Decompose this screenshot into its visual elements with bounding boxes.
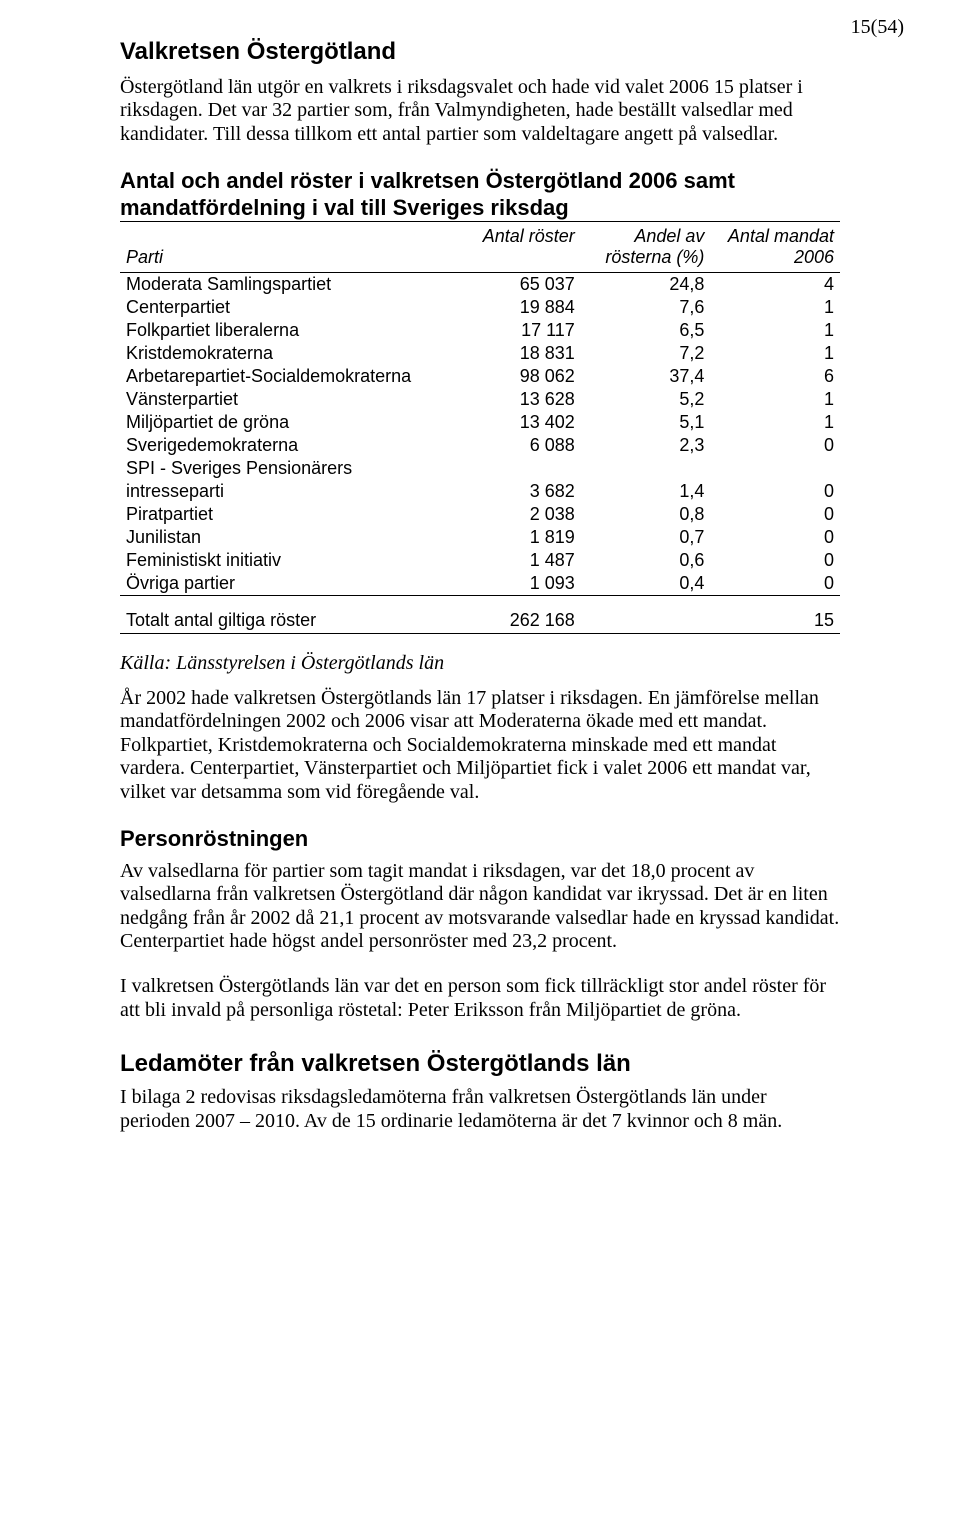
votes-cell: 3 682	[451, 480, 581, 503]
col-seats: Antal mandat 2006	[710, 222, 840, 273]
table-source: Källa: Länsstyrelsen i Östergötlands län	[120, 652, 840, 675]
col-votes: Antal röster	[451, 222, 581, 273]
votes-cell: 18 831	[451, 342, 581, 365]
table-row: Piratpartiet2 0380,80	[120, 503, 840, 526]
col-share: Andel av rösterna (%)	[581, 222, 711, 273]
table-row: Arbetarepartiet-Socialdemokraterna98 062…	[120, 365, 840, 388]
share-cell: 0,7	[581, 526, 711, 549]
table-row: Kristdemokraterna18 8317,21	[120, 342, 840, 365]
share-cell: 7,2	[581, 342, 711, 365]
share-cell: 1,4	[581, 480, 711, 503]
seats-cell: 6	[710, 365, 840, 388]
table-title: Antal och andel röster i valkretsen Öste…	[120, 168, 840, 222]
votes-cell: 1 487	[451, 549, 581, 572]
share-cell: 7,6	[581, 296, 711, 319]
table-row: Feministiskt initiativ1 4870,60	[120, 549, 840, 572]
page-title: Valkretsen Östergötland	[120, 38, 840, 66]
share-cell: 24,8	[581, 272, 711, 296]
personrost-para2: I valkretsen Östergötlands län var det e…	[120, 975, 840, 1022]
party-cell: Sverigedemokraterna	[120, 434, 451, 457]
share-cell: 5,2	[581, 388, 711, 411]
table-row: Vänsterpartiet13 6285,21	[120, 388, 840, 411]
share-cell: 2,3	[581, 434, 711, 457]
table-row: intresseparti3 6821,40	[120, 480, 840, 503]
votes-cell: 13 402	[451, 411, 581, 434]
share-cell: 6,5	[581, 319, 711, 342]
table-body: Moderata Samlingspartiet65 03724,84Cente…	[120, 272, 840, 595]
party-cell: Övriga partier	[120, 572, 451, 596]
party-cell: Kristdemokraterna	[120, 342, 451, 365]
subhead-ledamoter: Ledamöter från valkretsen Östergötlands …	[120, 1050, 840, 1078]
party-cell: Miljöpartiet de gröna	[120, 411, 451, 434]
share-cell: 0,4	[581, 572, 711, 596]
page-number: 15(54)	[851, 16, 904, 39]
votes-cell: 98 062	[451, 365, 581, 388]
share-cell: 0,8	[581, 503, 711, 526]
table-row: Sverigedemokraterna6 0882,30	[120, 434, 840, 457]
votes-cell: 13 628	[451, 388, 581, 411]
votes-cell: 6 088	[451, 434, 581, 457]
table-total-row: Totalt antal giltiga röster 262 168 15	[120, 595, 840, 633]
party-cell: Junilistan	[120, 526, 451, 549]
intro-paragraph: Östergötland län utgör en valkrets i rik…	[120, 76, 840, 146]
seats-cell: 0	[710, 549, 840, 572]
total-label: Totalt antal giltiga röster	[120, 595, 451, 633]
ledamoter-para: I bilaga 2 redovisas riksdagsledamöterna…	[120, 1086, 840, 1133]
subhead-personrostningen: Personröstningen	[120, 826, 840, 852]
share-cell: 5,1	[581, 411, 711, 434]
party-cell: Piratpartiet	[120, 503, 451, 526]
party-cell: Moderata Samlingspartiet	[120, 272, 451, 296]
table-row: Centerpartiet19 8847,61	[120, 296, 840, 319]
page: 15(54) Valkretsen Östergötland Östergötl…	[0, 0, 960, 1513]
seats-cell: 4	[710, 272, 840, 296]
col-party: Parti	[120, 222, 451, 273]
table-row: Junilistan1 8190,70	[120, 526, 840, 549]
table-row: Övriga partier1 0930,40	[120, 572, 840, 596]
party-cell: SPI - Sveriges Pensionärers	[120, 457, 451, 480]
table-row: Folkpartiet liberalerna17 1176,51	[120, 319, 840, 342]
seats-cell: 0	[710, 503, 840, 526]
votes-cell: 65 037	[451, 272, 581, 296]
votes-cell: 17 117	[451, 319, 581, 342]
personrost-para1: Av valsedlarna för partier som tagit man…	[120, 860, 840, 954]
party-cell: intresseparti	[120, 480, 451, 503]
seats-cell: 1	[710, 296, 840, 319]
votes-cell: 19 884	[451, 296, 581, 319]
seats-cell: 0	[710, 572, 840, 596]
party-cell: Feministiskt initiativ	[120, 549, 451, 572]
share-cell: 37,4	[581, 365, 711, 388]
total-share	[581, 595, 711, 633]
votes-cell: 1 819	[451, 526, 581, 549]
table-row: SPI - Sveriges Pensionärers	[120, 457, 840, 480]
seats-cell: 1	[710, 319, 840, 342]
total-votes: 262 168	[451, 595, 581, 633]
seats-cell: 0	[710, 480, 840, 503]
total-seats: 15	[710, 595, 840, 633]
votes-cell	[451, 457, 581, 480]
share-cell: 0,6	[581, 549, 711, 572]
seats-cell: 0	[710, 526, 840, 549]
party-cell: Folkpartiet liberalerna	[120, 319, 451, 342]
votes-cell: 2 038	[451, 503, 581, 526]
seats-cell: 1	[710, 342, 840, 365]
table-row: Miljöpartiet de gröna13 4025,11	[120, 411, 840, 434]
seats-cell	[710, 457, 840, 480]
table-title-line2: mandatfördelning i val till Sveriges rik…	[120, 195, 840, 222]
seats-cell: 0	[710, 434, 840, 457]
party-cell: Arbetarepartiet-Socialdemokraterna	[120, 365, 451, 388]
seats-cell: 1	[710, 388, 840, 411]
votes-cell: 1 093	[451, 572, 581, 596]
share-cell	[581, 457, 711, 480]
comparison-paragraph: År 2002 hade valkretsen Östergötlands lä…	[120, 687, 840, 804]
party-cell: Vänsterpartiet	[120, 388, 451, 411]
table-row: Moderata Samlingspartiet65 03724,84	[120, 272, 840, 296]
results-table: Parti Antal röster Andel av rösterna (%)…	[120, 222, 840, 634]
party-cell: Centerpartiet	[120, 296, 451, 319]
seats-cell: 1	[710, 411, 840, 434]
table-title-line1: Antal och andel röster i valkretsen Öste…	[120, 168, 735, 193]
table-header-row: Parti Antal röster Andel av rösterna (%)…	[120, 222, 840, 273]
